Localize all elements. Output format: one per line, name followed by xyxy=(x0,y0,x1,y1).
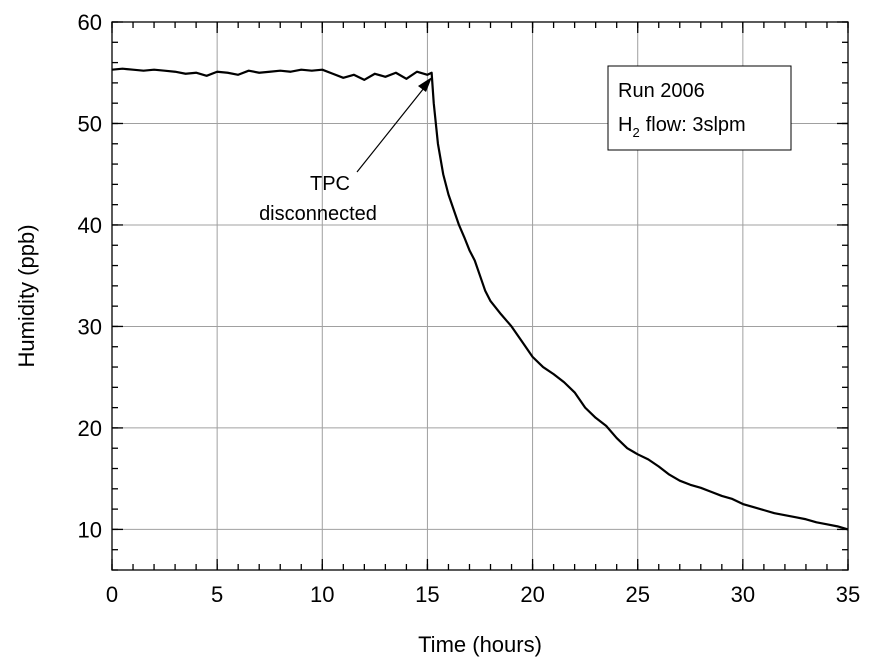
arrow-head xyxy=(418,77,432,92)
plot-frame xyxy=(111,21,849,571)
x-tick-label: 30 xyxy=(731,582,755,607)
annotation-text: H2 flow: 3slpm xyxy=(618,114,746,140)
annotation-box xyxy=(607,65,792,151)
data-line xyxy=(111,67,849,531)
annotation-text: TPC xyxy=(310,173,350,195)
y-tick-label: 20 xyxy=(78,416,102,441)
x-tick-label: 5 xyxy=(211,582,223,607)
x-tick-label: 20 xyxy=(520,582,544,607)
x-tick-label: 0 xyxy=(106,582,118,607)
y-tick-label: 10 xyxy=(78,517,102,542)
x-tick-label: 15 xyxy=(415,582,439,607)
annotation-arrow xyxy=(356,82,429,173)
x-tick-label: 10 xyxy=(310,582,334,607)
x-tick-label: 35 xyxy=(836,582,860,607)
annotation-text: Run 2006 xyxy=(618,80,705,102)
y-tick-label: 30 xyxy=(78,314,102,339)
y-tick-label: 40 xyxy=(78,213,102,238)
y-tick-label: 50 xyxy=(78,111,102,136)
y-axis-title: Humidity (ppb) xyxy=(14,224,39,367)
x-axis-title: Time (hours) xyxy=(418,632,542,657)
annotation-text: disconnected xyxy=(259,203,377,225)
x-tick-label: 25 xyxy=(625,582,649,607)
y-tick-label: 60 xyxy=(78,10,102,35)
